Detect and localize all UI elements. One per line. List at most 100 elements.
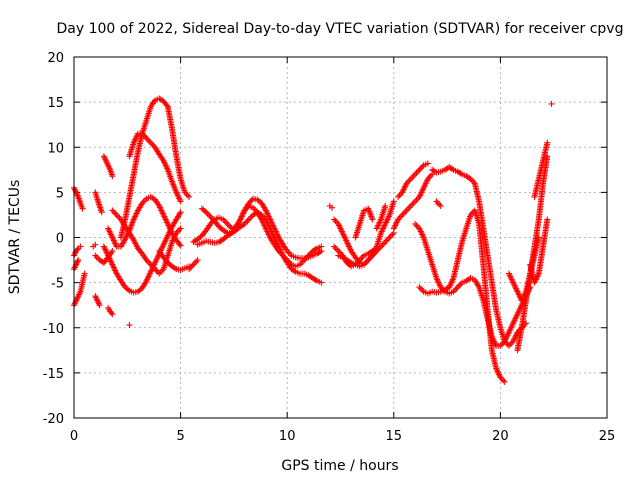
data-point <box>318 243 325 250</box>
data-point-interp <box>449 165 456 172</box>
data-point <box>92 241 99 248</box>
y-tick-label: 20 <box>47 51 64 66</box>
data-point-interp <box>312 246 319 253</box>
x-axis-label: GPS time / hours <box>281 458 398 474</box>
data-point-interp <box>188 263 195 270</box>
data-point-interp <box>400 210 407 217</box>
data-marks <box>71 95 555 385</box>
data-point-interp <box>227 223 234 230</box>
data-point-interp <box>187 264 194 271</box>
data-point <box>390 198 397 205</box>
data-point-interp <box>312 276 319 283</box>
data-point-interp <box>146 260 153 267</box>
data-point <box>386 234 393 241</box>
data-point-interp <box>402 208 409 215</box>
data-point <box>109 207 116 214</box>
y-axis-label: SDTVAR / TECUs <box>7 180 23 295</box>
y-tick-label: 5 <box>56 186 64 201</box>
y-tick-label: -15 <box>43 367 64 382</box>
data-point-interp <box>208 215 215 222</box>
data-point-interp <box>93 254 100 261</box>
data-point-interp <box>457 170 464 177</box>
data-point-interp <box>409 174 416 181</box>
data-point-interp <box>244 217 251 224</box>
y-tick-label: 15 <box>47 96 64 111</box>
y-tick-label: -5 <box>51 277 64 292</box>
data-point-interp <box>413 222 420 229</box>
data-point-interp <box>184 192 191 199</box>
data-point-interp <box>129 235 136 242</box>
data-point <box>335 248 342 255</box>
data-point <box>126 322 133 329</box>
data-point-interp <box>413 196 420 203</box>
data-point <box>109 311 116 318</box>
data-point <box>113 211 120 218</box>
data-point-interp <box>427 172 434 179</box>
data-point-interp <box>417 285 424 292</box>
data-point-interp <box>144 136 151 143</box>
data-point-interp <box>456 282 463 289</box>
data-point-interp <box>406 177 413 184</box>
data-point <box>433 198 440 205</box>
data-point-interp <box>500 377 507 384</box>
data-point-interp <box>383 237 390 244</box>
data-point-interp <box>74 246 81 253</box>
data-point <box>416 284 423 291</box>
data-point <box>412 220 419 227</box>
data-point <box>407 175 414 182</box>
ticks: 0 5 10 15 20 25 -20 -15 -10 -5 0 5 10 15 20 <box>43 51 616 444</box>
data-point-interp <box>112 210 119 217</box>
data-point-interp <box>332 245 339 252</box>
data-point-interp <box>453 285 460 292</box>
data-point <box>331 216 338 223</box>
data-point <box>194 257 201 264</box>
data-point-interp <box>406 204 413 211</box>
data-point <box>109 248 116 255</box>
data-point <box>505 342 512 349</box>
data-point-interp <box>436 201 443 208</box>
data-point <box>177 225 184 232</box>
data-point-interp <box>380 240 387 247</box>
y-tick-label: -10 <box>43 322 64 337</box>
data-point-interp <box>204 210 211 217</box>
data-point-interp <box>387 232 394 239</box>
data-point-interp <box>201 208 208 215</box>
data-point-interp <box>385 236 392 243</box>
data-point <box>207 213 214 220</box>
data-point-interp <box>332 217 339 224</box>
data-point <box>224 220 231 227</box>
data-point-interp <box>176 226 183 233</box>
data-point <box>156 270 163 277</box>
data-point-interp <box>291 267 298 274</box>
data-point-interp <box>176 241 183 248</box>
data-point <box>382 202 389 209</box>
data-point <box>96 302 103 309</box>
data-point-interp <box>157 269 164 276</box>
data-point <box>373 245 380 252</box>
data-point-interp <box>193 258 200 265</box>
data-point-interp <box>389 231 396 238</box>
data-point-interp <box>191 260 198 267</box>
grid <box>74 57 607 418</box>
data-point-interp <box>283 258 290 265</box>
data-point-interp <box>149 141 156 148</box>
data-point-interp <box>155 150 162 157</box>
data-point <box>186 193 193 200</box>
data-point <box>75 257 82 264</box>
data-point <box>109 173 116 180</box>
data-point <box>412 171 419 178</box>
data-point <box>245 216 252 223</box>
data-point-interp <box>397 213 404 220</box>
x-tick-label: 10 <box>279 429 296 444</box>
data-point-interp <box>117 276 124 283</box>
data-point <box>416 166 423 173</box>
data-point <box>454 284 461 291</box>
data-point <box>544 216 551 223</box>
x-tick-label: 15 <box>386 429 403 444</box>
data-point <box>544 139 551 146</box>
data-point-interp <box>110 208 117 215</box>
data-point <box>177 242 184 249</box>
data-point <box>501 378 508 385</box>
y-tick-label: 0 <box>56 232 64 247</box>
